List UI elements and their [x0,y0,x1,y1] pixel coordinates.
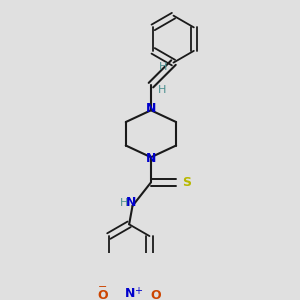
Text: H: H [158,85,166,95]
Text: O: O [97,289,108,300]
Text: O: O [151,289,161,300]
Text: N: N [126,196,136,209]
Text: N: N [146,152,156,165]
Text: H: H [120,197,128,208]
Text: H: H [158,62,167,72]
Text: +: + [134,286,142,296]
Text: S: S [182,176,191,189]
Text: N: N [125,287,135,300]
Text: −: − [98,282,107,292]
Text: N: N [146,102,156,115]
